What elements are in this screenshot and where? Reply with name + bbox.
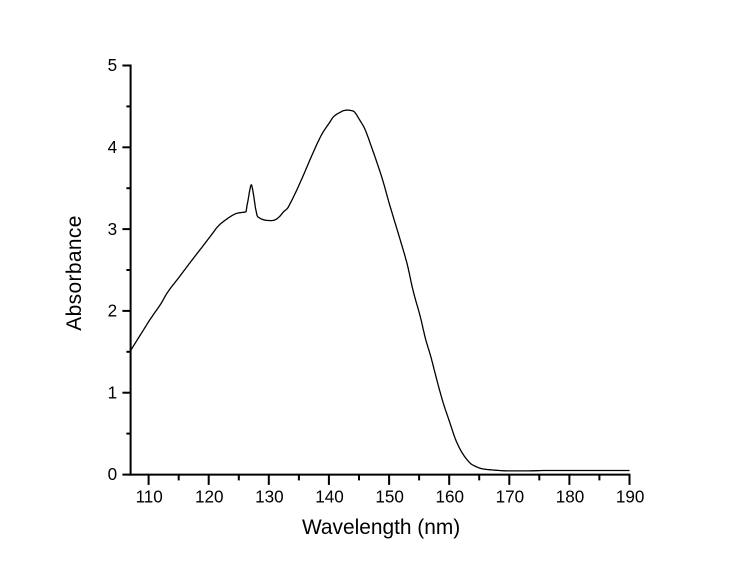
svg-text:0: 0 [108, 465, 118, 484]
svg-text:140: 140 [315, 488, 344, 507]
svg-text:180: 180 [556, 488, 585, 507]
svg-text:190: 190 [616, 488, 645, 507]
svg-text:Absorbance: Absorbance [63, 215, 86, 331]
svg-text:110: 110 [136, 488, 163, 507]
svg-text:4: 4 [108, 138, 118, 157]
svg-text:3: 3 [108, 220, 118, 239]
svg-text:Wavelength (nm): Wavelength (nm) [302, 516, 460, 539]
svg-text:1: 1 [108, 383, 118, 402]
svg-text:120: 120 [195, 488, 224, 507]
svg-text:170: 170 [496, 488, 525, 507]
svg-text:130: 130 [255, 488, 284, 507]
svg-text:5: 5 [108, 56, 118, 75]
svg-text:150: 150 [375, 488, 404, 507]
svg-text:160: 160 [436, 488, 465, 507]
svg-text:2: 2 [108, 302, 118, 321]
